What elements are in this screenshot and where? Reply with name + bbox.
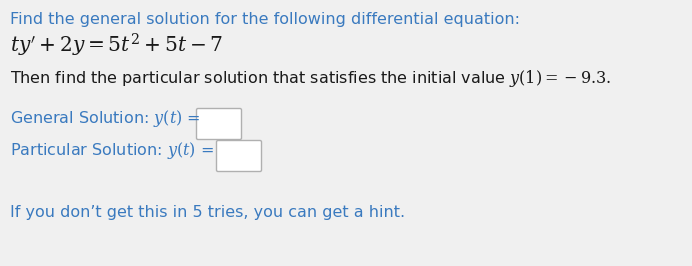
- Text: $ty' + 2y = 5t^2 + 5t - 7$: $ty' + 2y = 5t^2 + 5t - 7$: [10, 32, 223, 59]
- FancyBboxPatch shape: [197, 109, 242, 139]
- Text: Find the general solution for the following differential equation:: Find the general solution for the follow…: [10, 12, 520, 27]
- FancyBboxPatch shape: [217, 140, 262, 172]
- Text: Particular Solution: $y(t)$ =: Particular Solution: $y(t)$ =: [10, 140, 214, 161]
- Text: If you don’t get this in 5 tries, you can get a hint.: If you don’t get this in 5 tries, you ca…: [10, 205, 405, 220]
- Text: Then find the particular solution that satisfies the initial value $y(1) = -9.3.: Then find the particular solution that s…: [10, 68, 612, 89]
- Text: General Solution: $y(t)$ =: General Solution: $y(t)$ =: [10, 108, 201, 129]
